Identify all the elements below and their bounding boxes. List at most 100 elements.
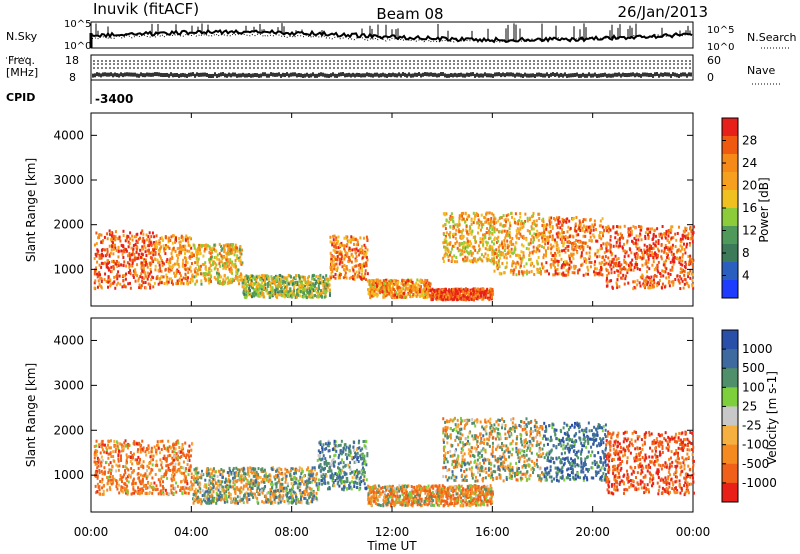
freq-left-bottom-tick: 8	[69, 71, 76, 84]
data-cell	[175, 236, 178, 240]
data-cell	[319, 276, 322, 280]
data-cell	[461, 252, 464, 256]
data-cell	[140, 247, 143, 251]
data-cell	[689, 269, 692, 273]
data-cell	[161, 263, 164, 267]
data-cell	[322, 287, 325, 291]
data-cell	[342, 268, 345, 272]
data-cell	[152, 253, 155, 257]
data-cell	[285, 290, 288, 294]
data-cell	[364, 269, 367, 273]
data-cell	[166, 476, 169, 480]
data-cell	[354, 237, 357, 241]
data-cell	[334, 272, 337, 276]
data-cell	[136, 462, 139, 466]
data-cell	[536, 235, 539, 239]
data-cell	[659, 272, 662, 276]
data-cell	[241, 278, 244, 282]
data-cell	[667, 272, 670, 276]
data-cell	[174, 458, 177, 462]
data-cell	[574, 247, 577, 251]
data-cell	[497, 245, 500, 249]
data-cell	[299, 285, 302, 289]
data-cell	[668, 279, 671, 283]
data-cell	[525, 238, 528, 242]
data-cell	[298, 294, 301, 298]
data-cell	[235, 256, 238, 260]
data-cell	[537, 238, 540, 242]
data-cell	[135, 235, 138, 239]
data-cell	[151, 248, 154, 252]
data-cell	[97, 464, 100, 468]
data-cell	[180, 450, 183, 454]
data-cell	[474, 257, 477, 261]
data-cell	[509, 270, 512, 274]
data-cell	[476, 295, 479, 299]
data-cell	[314, 288, 317, 292]
data-cell	[173, 262, 176, 266]
data-cell	[434, 296, 437, 300]
data-cell	[248, 291, 251, 295]
data-cell	[491, 212, 494, 216]
data-cell	[276, 295, 279, 299]
data-cell	[255, 288, 258, 292]
data-cell	[568, 267, 571, 271]
data-cell	[312, 282, 315, 286]
data-cell	[115, 469, 118, 473]
data-cell	[215, 271, 218, 275]
data-cell	[177, 262, 180, 266]
data-cell	[435, 293, 438, 297]
noise-left-top-tick: 10^5	[64, 19, 91, 30]
data-cell	[114, 246, 117, 250]
data-cell	[285, 287, 288, 291]
data-cell	[462, 259, 465, 263]
data-cell	[181, 248, 184, 252]
data-cell	[167, 466, 170, 470]
data-cell	[609, 250, 612, 254]
data-cell	[152, 454, 155, 458]
data-cell	[505, 256, 508, 260]
data-cell	[101, 480, 104, 484]
data-cell	[649, 286, 652, 290]
data-cell	[205, 247, 208, 251]
data-cell	[679, 249, 682, 253]
data-cell	[240, 252, 243, 256]
nsearch-label: N.Search	[747, 31, 797, 44]
data-cell	[551, 237, 554, 241]
data-cell	[653, 251, 656, 255]
data-cell	[171, 479, 174, 483]
data-cell	[123, 247, 126, 251]
data-cell	[182, 276, 185, 280]
data-cell	[515, 234, 518, 238]
data-cell	[397, 293, 400, 297]
data-cell	[416, 278, 419, 282]
data-cell	[349, 240, 352, 244]
data-cell	[450, 212, 453, 216]
data-cell	[644, 237, 647, 241]
data-cell	[167, 439, 170, 443]
data-cell	[254, 291, 257, 295]
data-cell	[449, 250, 452, 254]
data-cell	[236, 249, 239, 253]
data-cell	[477, 226, 480, 230]
data-cell	[93, 272, 96, 276]
data-cell	[148, 231, 151, 235]
data-cell	[369, 289, 372, 293]
data-cell	[146, 277, 149, 281]
data-cell	[667, 228, 670, 232]
data-cell	[98, 445, 101, 449]
data-cell	[579, 228, 582, 232]
data-cell	[396, 295, 399, 299]
data-cell	[642, 284, 645, 288]
data-cell	[106, 237, 109, 241]
data-cell	[651, 279, 654, 283]
data-cell	[511, 269, 514, 273]
data-cell	[186, 458, 189, 462]
data-cell	[692, 225, 695, 229]
data-cell	[109, 278, 112, 282]
data-cell	[261, 274, 264, 278]
data-cell	[137, 277, 140, 281]
data-cell	[455, 294, 458, 298]
data-cell	[672, 280, 675, 284]
data-cell	[176, 256, 179, 260]
